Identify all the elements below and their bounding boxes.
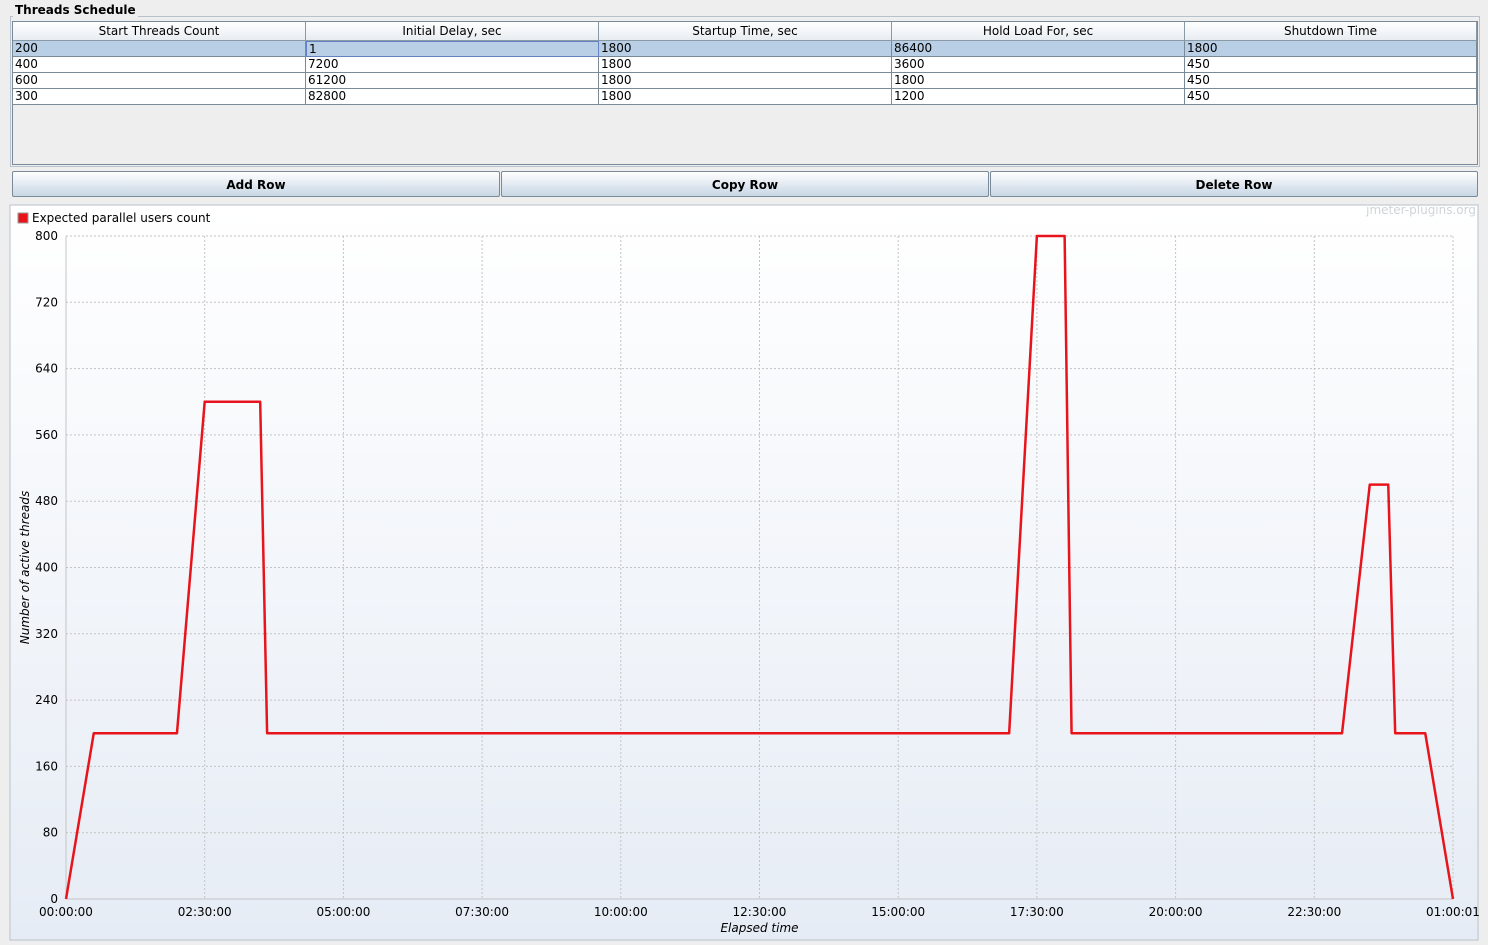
- x-tick-label: 17:30:00: [1010, 905, 1064, 919]
- table-cell[interactable]: 1: [306, 41, 599, 57]
- y-tick-label: 160: [35, 759, 58, 773]
- schedule-table: Start Threads Count Initial Delay, sec Sta…: [12, 21, 1478, 165]
- column-header[interactable]: Initial Delay, sec: [306, 22, 599, 41]
- y-tick-label: 800: [35, 229, 58, 243]
- x-tick-label: 20:00:00: [1149, 905, 1203, 919]
- table-cell[interactable]: 1800: [1185, 41, 1477, 57]
- x-tick-label: 15:00:00: [871, 905, 925, 919]
- table-cell[interactable]: 7200: [306, 57, 599, 73]
- table-cell[interactable]: 400: [13, 57, 306, 73]
- legend-label: Expected parallel users count: [32, 211, 211, 225]
- x-tick-label: 12:30:00: [733, 905, 787, 919]
- button[interactable]: Copy Row: [501, 171, 989, 197]
- x-tick-label: 02:30:00: [178, 905, 232, 919]
- y-tick-label: 720: [35, 295, 58, 309]
- table-cell[interactable]: 3600: [892, 57, 1185, 73]
- table-cell[interactable]: 450: [1185, 89, 1477, 105]
- x-tick-label: 22:30:00: [1287, 905, 1341, 919]
- table-cell[interactable]: 1800: [892, 73, 1185, 89]
- table-cell[interactable]: 200: [13, 41, 306, 57]
- y-tick-label: 0: [50, 892, 58, 906]
- y-tick-label: 560: [35, 428, 58, 442]
- column-header[interactable]: Hold Load For, sec: [892, 22, 1185, 41]
- table-cell[interactable]: 1800: [599, 73, 892, 89]
- panel-title: Threads Schedule: [13, 3, 138, 17]
- table-cell[interactable]: 1800: [599, 89, 892, 105]
- watermark: jmeter-plugins.org: [1365, 203, 1476, 217]
- y-tick-label: 80: [43, 826, 58, 840]
- legend-swatch: [17, 212, 29, 224]
- y-axis-label: Number of active threads: [18, 491, 32, 645]
- y-tick-label: 320: [35, 627, 58, 641]
- x-axis-label: Elapsed time: [720, 921, 798, 935]
- table-cell[interactable]: 1800: [599, 41, 892, 57]
- button[interactable]: Delete Row: [990, 171, 1478, 197]
- y-tick-label: 400: [35, 561, 58, 575]
- table-cell[interactable]: 450: [1185, 73, 1477, 89]
- chart-panel: [9, 204, 1479, 941]
- table-cell[interactable]: 1200: [892, 89, 1185, 105]
- x-tick-label: 05:00:00: [316, 905, 370, 919]
- column-header[interactable]: Start Threads Count: [13, 22, 306, 41]
- schedule-panel: [10, 16, 1480, 167]
- table-cell[interactable]: 1800: [599, 57, 892, 73]
- table-cell[interactable]: 450: [1185, 57, 1477, 73]
- table-cell[interactable]: 82800: [306, 89, 599, 105]
- x-tick-label: 10:00:00: [594, 905, 648, 919]
- table-cell[interactable]: 86400: [892, 41, 1185, 57]
- y-tick-label: 240: [35, 693, 58, 707]
- data-line: [64, 234, 1455, 900]
- button[interactable]: Add Row: [12, 171, 500, 197]
- y-tick-label: 640: [35, 362, 58, 376]
- table-cell[interactable]: 600: [13, 73, 306, 89]
- y-tick-label: 480: [35, 494, 58, 508]
- column-header[interactable]: Shutdown Time: [1185, 22, 1477, 41]
- column-header[interactable]: Startup Time, sec: [599, 22, 892, 41]
- table-cell[interactable]: 300: [13, 89, 306, 105]
- x-tick-label: 01:00:01: [1426, 905, 1480, 919]
- table-cell[interactable]: 61200: [306, 73, 599, 89]
- x-tick-label: 00:00:00: [39, 905, 93, 919]
- x-tick-label: 07:30:00: [455, 905, 509, 919]
